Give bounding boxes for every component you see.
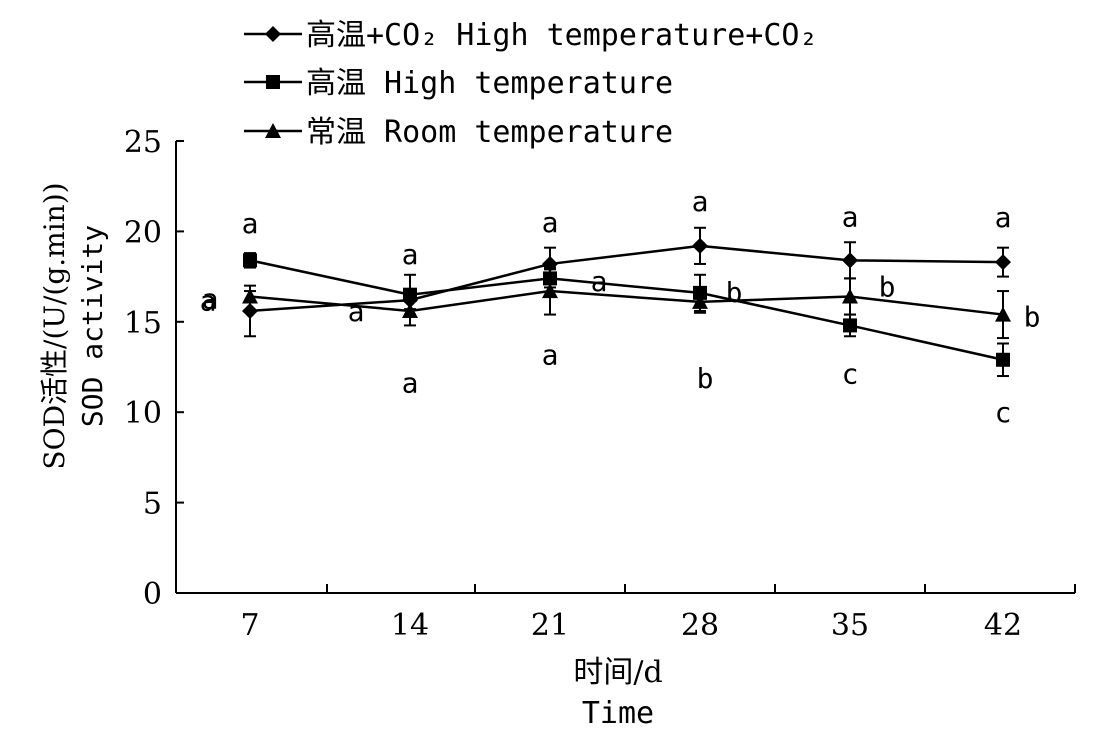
x-tick-label: 28 — [681, 608, 719, 643]
legend-label-high-temp-co2: 高温+CO₂ High temperature+CO₂ — [306, 18, 818, 53]
y-axis-title-cn: SOD活性/(U/(g.min)) — [38, 182, 71, 469]
x-axis-title-en: Time — [582, 696, 654, 731]
triangle-point — [402, 302, 418, 318]
legend-square-icon — [266, 75, 280, 89]
y-tick-label: 25 — [124, 125, 162, 160]
significance-letter: a — [542, 338, 559, 371]
series-triangle: a a a b b b — [202, 265, 1041, 340]
diamond-point — [242, 302, 258, 319]
x-tick-label: 35 — [831, 608, 869, 643]
diamond-point — [692, 237, 708, 254]
significance-letter: a — [242, 207, 259, 240]
x-axis-title-cn: 时间/d — [573, 655, 662, 690]
legend-triangle-icon — [265, 123, 281, 138]
significance-letter: a — [995, 201, 1012, 234]
square-point — [403, 287, 417, 302]
y-axis-title: SOD活性/(U/(g.min)) SOD activity — [38, 182, 109, 469]
y-tick-label: 10 — [124, 396, 162, 431]
y-tick-label: 5 — [143, 487, 162, 522]
x-tick-label: 7 — [240, 608, 259, 643]
y-axis-title-en: SOD activity — [76, 225, 109, 427]
series-line — [249, 289, 1004, 316]
significance-letter: a — [542, 206, 559, 239]
legend-entry-room-temp: 常温 Room temperature — [244, 115, 673, 150]
significance-letter: b — [697, 362, 714, 395]
significance-letter: a — [692, 185, 709, 218]
legend-label-room-temp: 常温 Room temperature — [306, 115, 673, 150]
diamond-point — [842, 252, 858, 269]
square-point — [843, 318, 857, 333]
diamond-point — [995, 254, 1011, 271]
x-tick-label: 21 — [531, 608, 569, 643]
triangle-point — [242, 288, 258, 304]
significance-letter: a — [402, 238, 419, 271]
triangle-point — [542, 283, 558, 299]
significance-letter: b — [879, 270, 896, 303]
series-line — [249, 259, 1004, 361]
triangle-point — [995, 306, 1011, 322]
significance-letter: a — [842, 200, 859, 233]
legend-diamond-icon — [265, 26, 281, 42]
square-point — [243, 253, 257, 268]
significance-letter: a — [200, 284, 217, 317]
series-square: a a a b c c — [200, 252, 1012, 429]
series-line — [249, 244, 1004, 313]
y-tick-label: 0 — [143, 577, 162, 612]
legend-label-high-temp: 高温 High temperature — [306, 66, 673, 101]
square-point — [996, 352, 1010, 367]
y-tick-label: 15 — [124, 306, 162, 341]
axes: 0 5 10 15 20 25 7 14 21 28 35 42 — [124, 125, 1076, 643]
significance-letter: a — [348, 295, 365, 328]
legend: 高温+CO₂ High temperature+CO₂ 高温 High temp… — [244, 18, 818, 150]
significance-letter: a — [402, 367, 419, 400]
significance-letter: b — [726, 276, 743, 309]
triangle-point — [842, 288, 858, 304]
x-tick-label: 42 — [984, 608, 1022, 643]
significance-letter: c — [995, 396, 1012, 429]
significance-letter: a — [202, 282, 219, 315]
triangle-point — [692, 293, 708, 309]
significance-letter: b — [1024, 301, 1041, 334]
legend-entry-high-temp-co2: 高温+CO₂ High temperature+CO₂ — [244, 18, 818, 53]
x-tick-label: 14 — [391, 608, 429, 643]
significance-letter: a — [591, 265, 608, 298]
significance-letter: c — [842, 357, 859, 390]
y-tick-label: 20 — [124, 215, 162, 250]
legend-entry-high-temp: 高温 High temperature — [244, 66, 673, 101]
